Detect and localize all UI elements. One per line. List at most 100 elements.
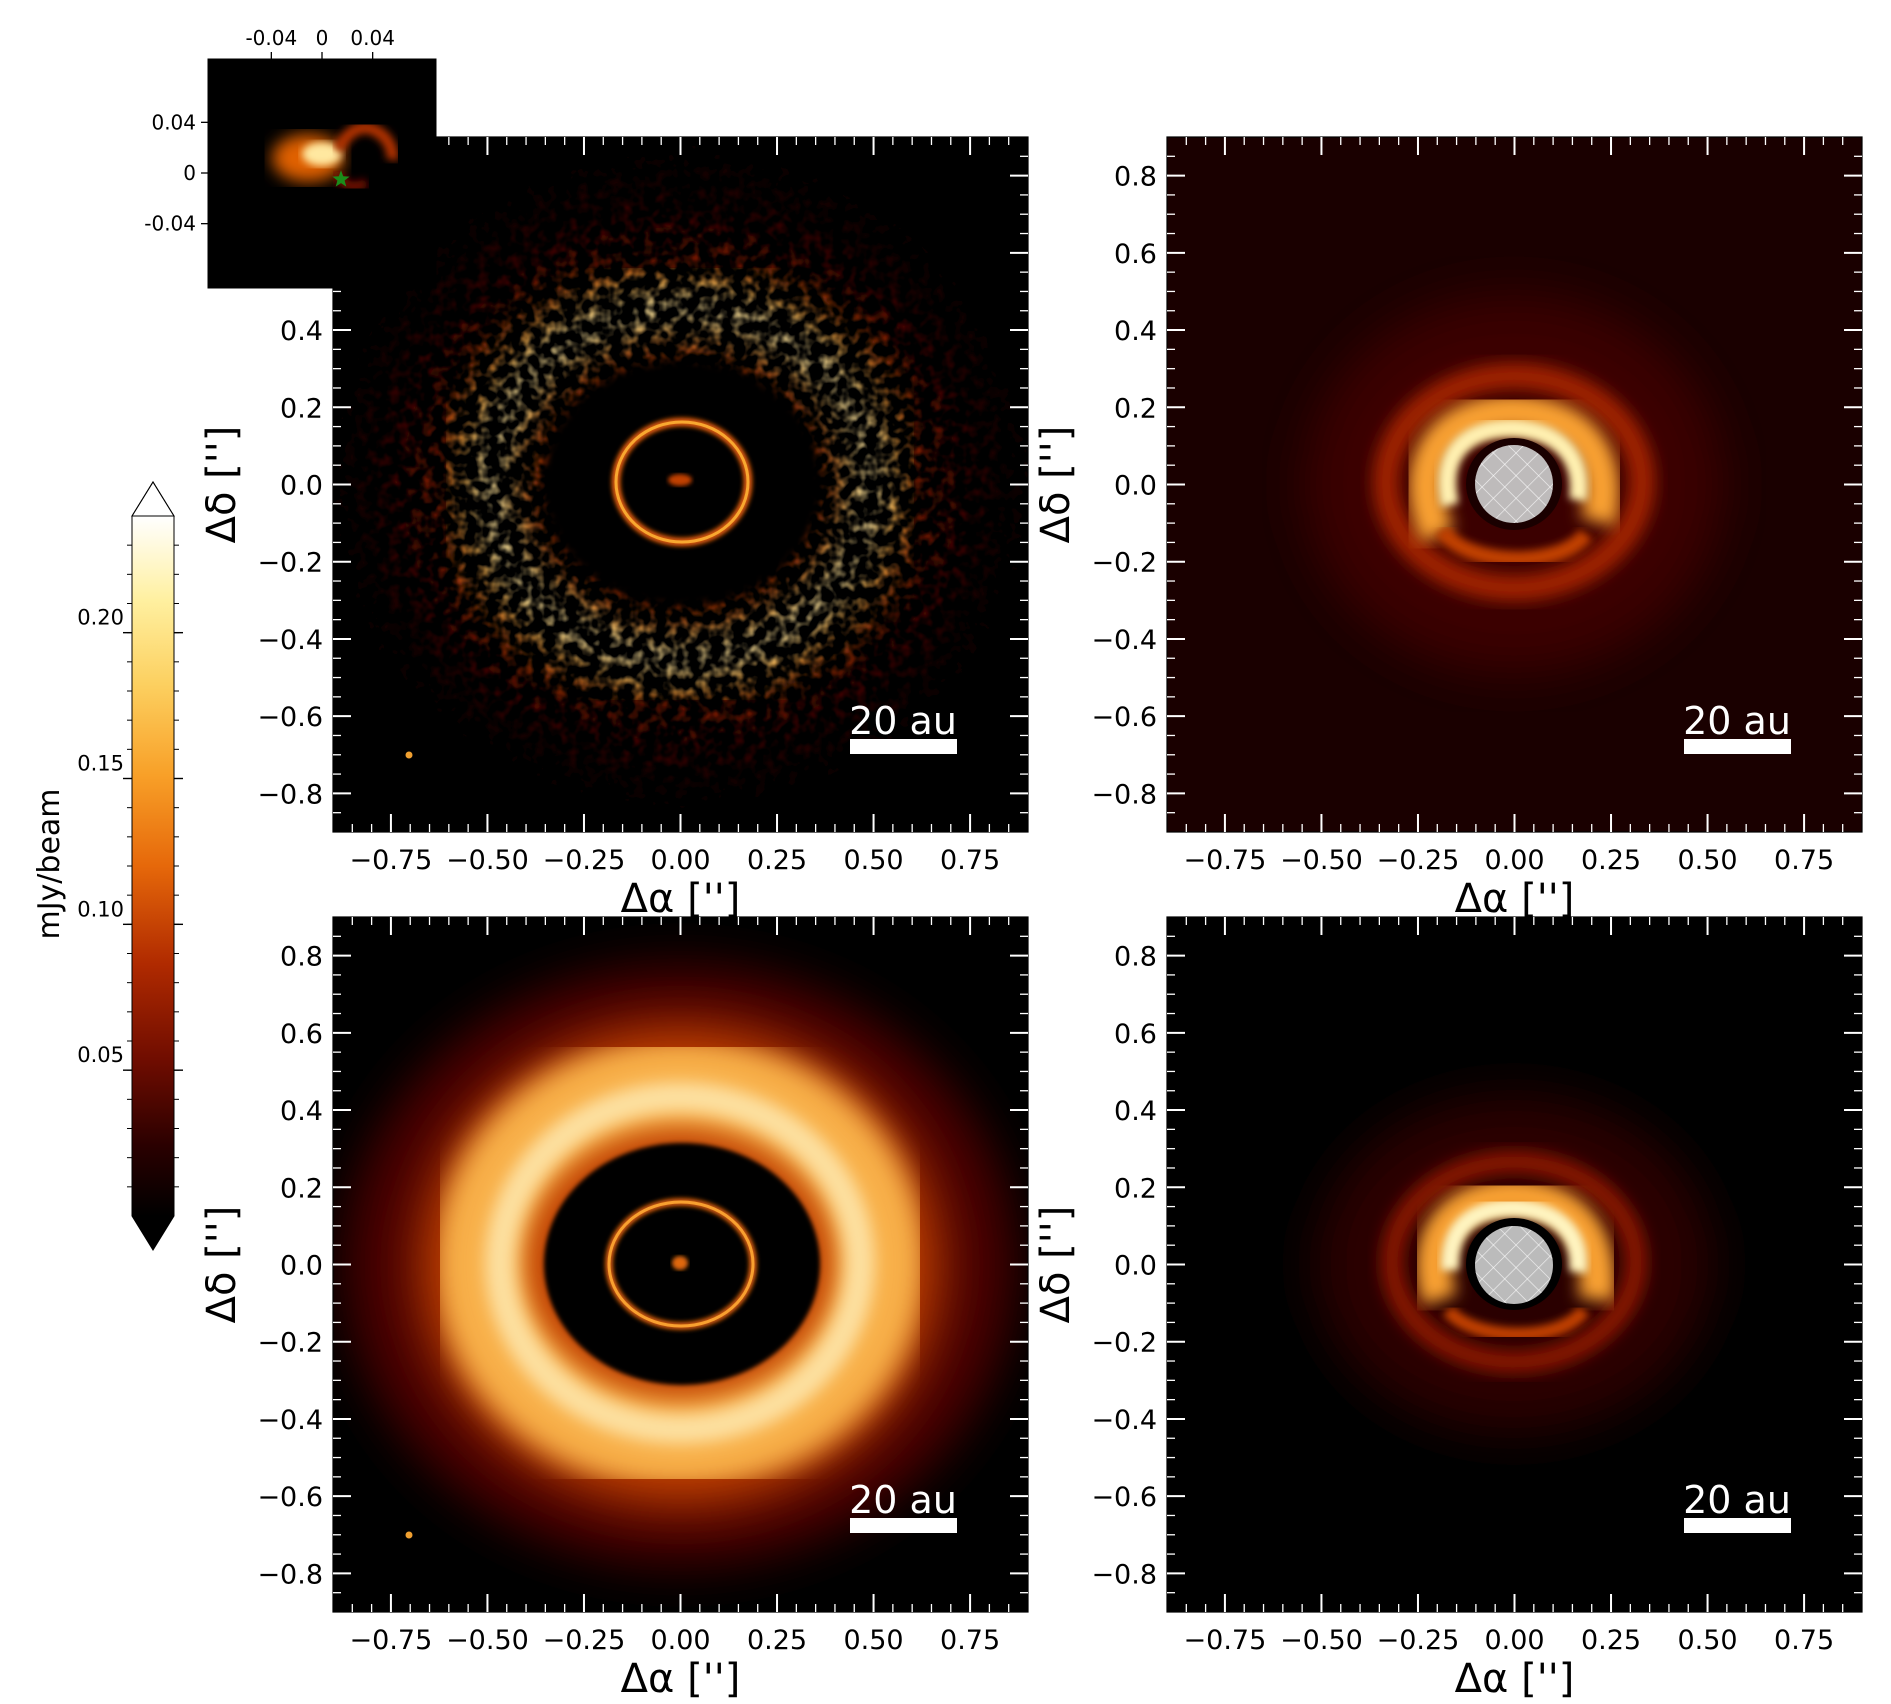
x-tick-label: 0.50 [1677, 845, 1737, 876]
x-tick-label: 0.00 [650, 1625, 710, 1656]
scalebar-label: 20 au [849, 1478, 957, 1522]
scalebar [1684, 739, 1791, 754]
beam-marker [405, 751, 413, 759]
x-tick-label: 0.75 [1774, 845, 1834, 876]
scalebar-label: 20 au [1683, 699, 1791, 743]
inset-y-tick-label: 0.04 [151, 110, 196, 134]
y-tick-label: 0.0 [1114, 1251, 1157, 1282]
x-tick-label: 0.25 [747, 1625, 807, 1656]
colorbar-label: mJy/beam [32, 788, 67, 939]
y-axis-label: Δδ [''] [199, 1206, 245, 1324]
colorbar-extend-max [131, 481, 175, 517]
x-tick-label: −0.50 [1280, 845, 1363, 876]
y-tick-label: −0.4 [257, 1405, 323, 1436]
y-tick-label: 0.6 [1114, 239, 1157, 270]
y-tick-label: 0.6 [1114, 1019, 1157, 1050]
panel-scattered-observed: 20 au [1167, 137, 1862, 832]
x-tick-label: −0.25 [543, 1625, 626, 1656]
y-tick-label: 0.4 [1114, 1096, 1157, 1127]
panel-observed: 20 au [333, 137, 1028, 832]
colorbar-tick-label: 0.20 [77, 606, 124, 630]
y-tick-label: −0.4 [1091, 625, 1157, 656]
y-tick-label: 0.4 [280, 1096, 323, 1127]
inset-x-tick-label: 0 [316, 26, 329, 50]
y-tick-label: −0.8 [257, 779, 323, 810]
x-tick-label: 0.25 [747, 845, 807, 876]
scalebar-label: 20 au [1683, 1478, 1791, 1522]
y-tick-label: 0.2 [1114, 1173, 1157, 1204]
y-tick-label: 0.2 [1114, 393, 1157, 424]
x-axis-label: Δα [''] [621, 876, 741, 922]
colorbar-tick-label: 0.10 [77, 897, 124, 921]
x-tick-label: 0.75 [940, 845, 1000, 876]
x-axis-label: Δα [''] [1455, 876, 1575, 922]
x-tick-label: 0.25 [1581, 845, 1641, 876]
y-tick-label: −0.6 [1091, 702, 1157, 733]
x-tick-label: −0.25 [1377, 845, 1460, 876]
y-tick-label: −0.2 [1091, 1328, 1157, 1359]
x-tick-label: −0.75 [350, 1625, 433, 1656]
y-tick-label: 0.0 [1114, 471, 1157, 502]
beam-marker [405, 1531, 413, 1539]
y-tick-label: −0.6 [1091, 1482, 1157, 1513]
star-icon [332, 170, 350, 187]
y-tick-label: −0.2 [1091, 548, 1157, 579]
y-tick-label: −0.4 [1091, 1405, 1157, 1436]
scalebar [850, 739, 957, 754]
panel-model: 20 au [333, 917, 1028, 1612]
x-axis-label: Δα [''] [621, 1656, 741, 1702]
x-tick-label: −0.50 [446, 1625, 529, 1656]
y-tick-label: 0.0 [280, 471, 323, 502]
panel-axes: −0.75 −0.50 −0.25 0.00 0.25 0.50 0.75 0.4 0.2 0.0… [199, 136, 1863, 1702]
y-tick-label: −0.4 [257, 625, 323, 656]
scalebar-label: 20 au [849, 699, 957, 743]
y-tick-label: 0.8 [1114, 162, 1157, 193]
x-tick-label: −0.25 [543, 845, 626, 876]
inset-y-tick-label: -0.04 [144, 212, 196, 236]
x-tick-label: −0.75 [1184, 1625, 1267, 1656]
x-tick-label: 0.00 [1484, 845, 1544, 876]
y-tick-label: 0.0 [280, 1251, 323, 1282]
inset-zoom: -0.04 0 0.04 0.04 0 -0.04 [144, 26, 437, 289]
scalebar [850, 1518, 957, 1533]
colorbar-tick-label: 0.15 [77, 752, 124, 776]
y-axis-label: Δδ [''] [199, 426, 245, 544]
x-tick-label: 0.00 [1484, 1625, 1544, 1656]
x-tick-label: −0.75 [350, 845, 433, 876]
y-tick-label: 0.2 [280, 1173, 323, 1204]
x-tick-label: 0.00 [650, 845, 710, 876]
inset-y-tick-label: 0 [183, 161, 196, 185]
scalebar [1684, 1518, 1791, 1533]
y-tick-label: 0.8 [280, 942, 323, 973]
x-axis-label: Δα [''] [1455, 1656, 1575, 1702]
y-tick-label: −0.2 [257, 1328, 323, 1359]
y-tick-label: 0.4 [280, 316, 323, 347]
y-tick-label: 0.4 [1114, 316, 1157, 347]
y-tick-label: 0.2 [280, 393, 323, 424]
x-tick-label: 0.50 [1677, 1625, 1737, 1656]
inset-axes: -0.04 0 0.04 0.04 0 -0.04 [144, 26, 395, 236]
inset-x-tick-label: 0.04 [350, 26, 395, 50]
inset-x-tick-label: -0.04 [245, 26, 297, 50]
x-tick-label: 0.75 [1774, 1625, 1834, 1656]
y-tick-label: −0.8 [257, 1559, 323, 1590]
x-tick-label: 0.75 [940, 1625, 1000, 1656]
colorbar-tick-label: 0.05 [77, 1043, 124, 1067]
x-tick-label: −0.75 [1184, 845, 1267, 876]
y-tick-label: −0.2 [257, 548, 323, 579]
y-tick-label: −0.6 [257, 1482, 323, 1513]
y-tick-label: −0.8 [1091, 779, 1157, 810]
y-axis-label: Δδ [''] [1033, 426, 1079, 544]
y-tick-label: 0.8 [1114, 942, 1157, 973]
y-tick-label: 0.6 [280, 1019, 323, 1050]
x-tick-label: 0.50 [843, 845, 903, 876]
x-tick-label: 0.25 [1581, 1625, 1641, 1656]
y-axis-label: Δδ [''] [1033, 1206, 1079, 1324]
colorbar-extend-min [132, 1216, 174, 1250]
x-tick-label: −0.50 [1280, 1625, 1363, 1656]
x-tick-label: 0.50 [843, 1625, 903, 1656]
y-tick-label: −0.8 [1091, 1559, 1157, 1590]
x-tick-label: −0.50 [446, 845, 529, 876]
panel-scattered-model: 20 au [1167, 917, 1862, 1612]
